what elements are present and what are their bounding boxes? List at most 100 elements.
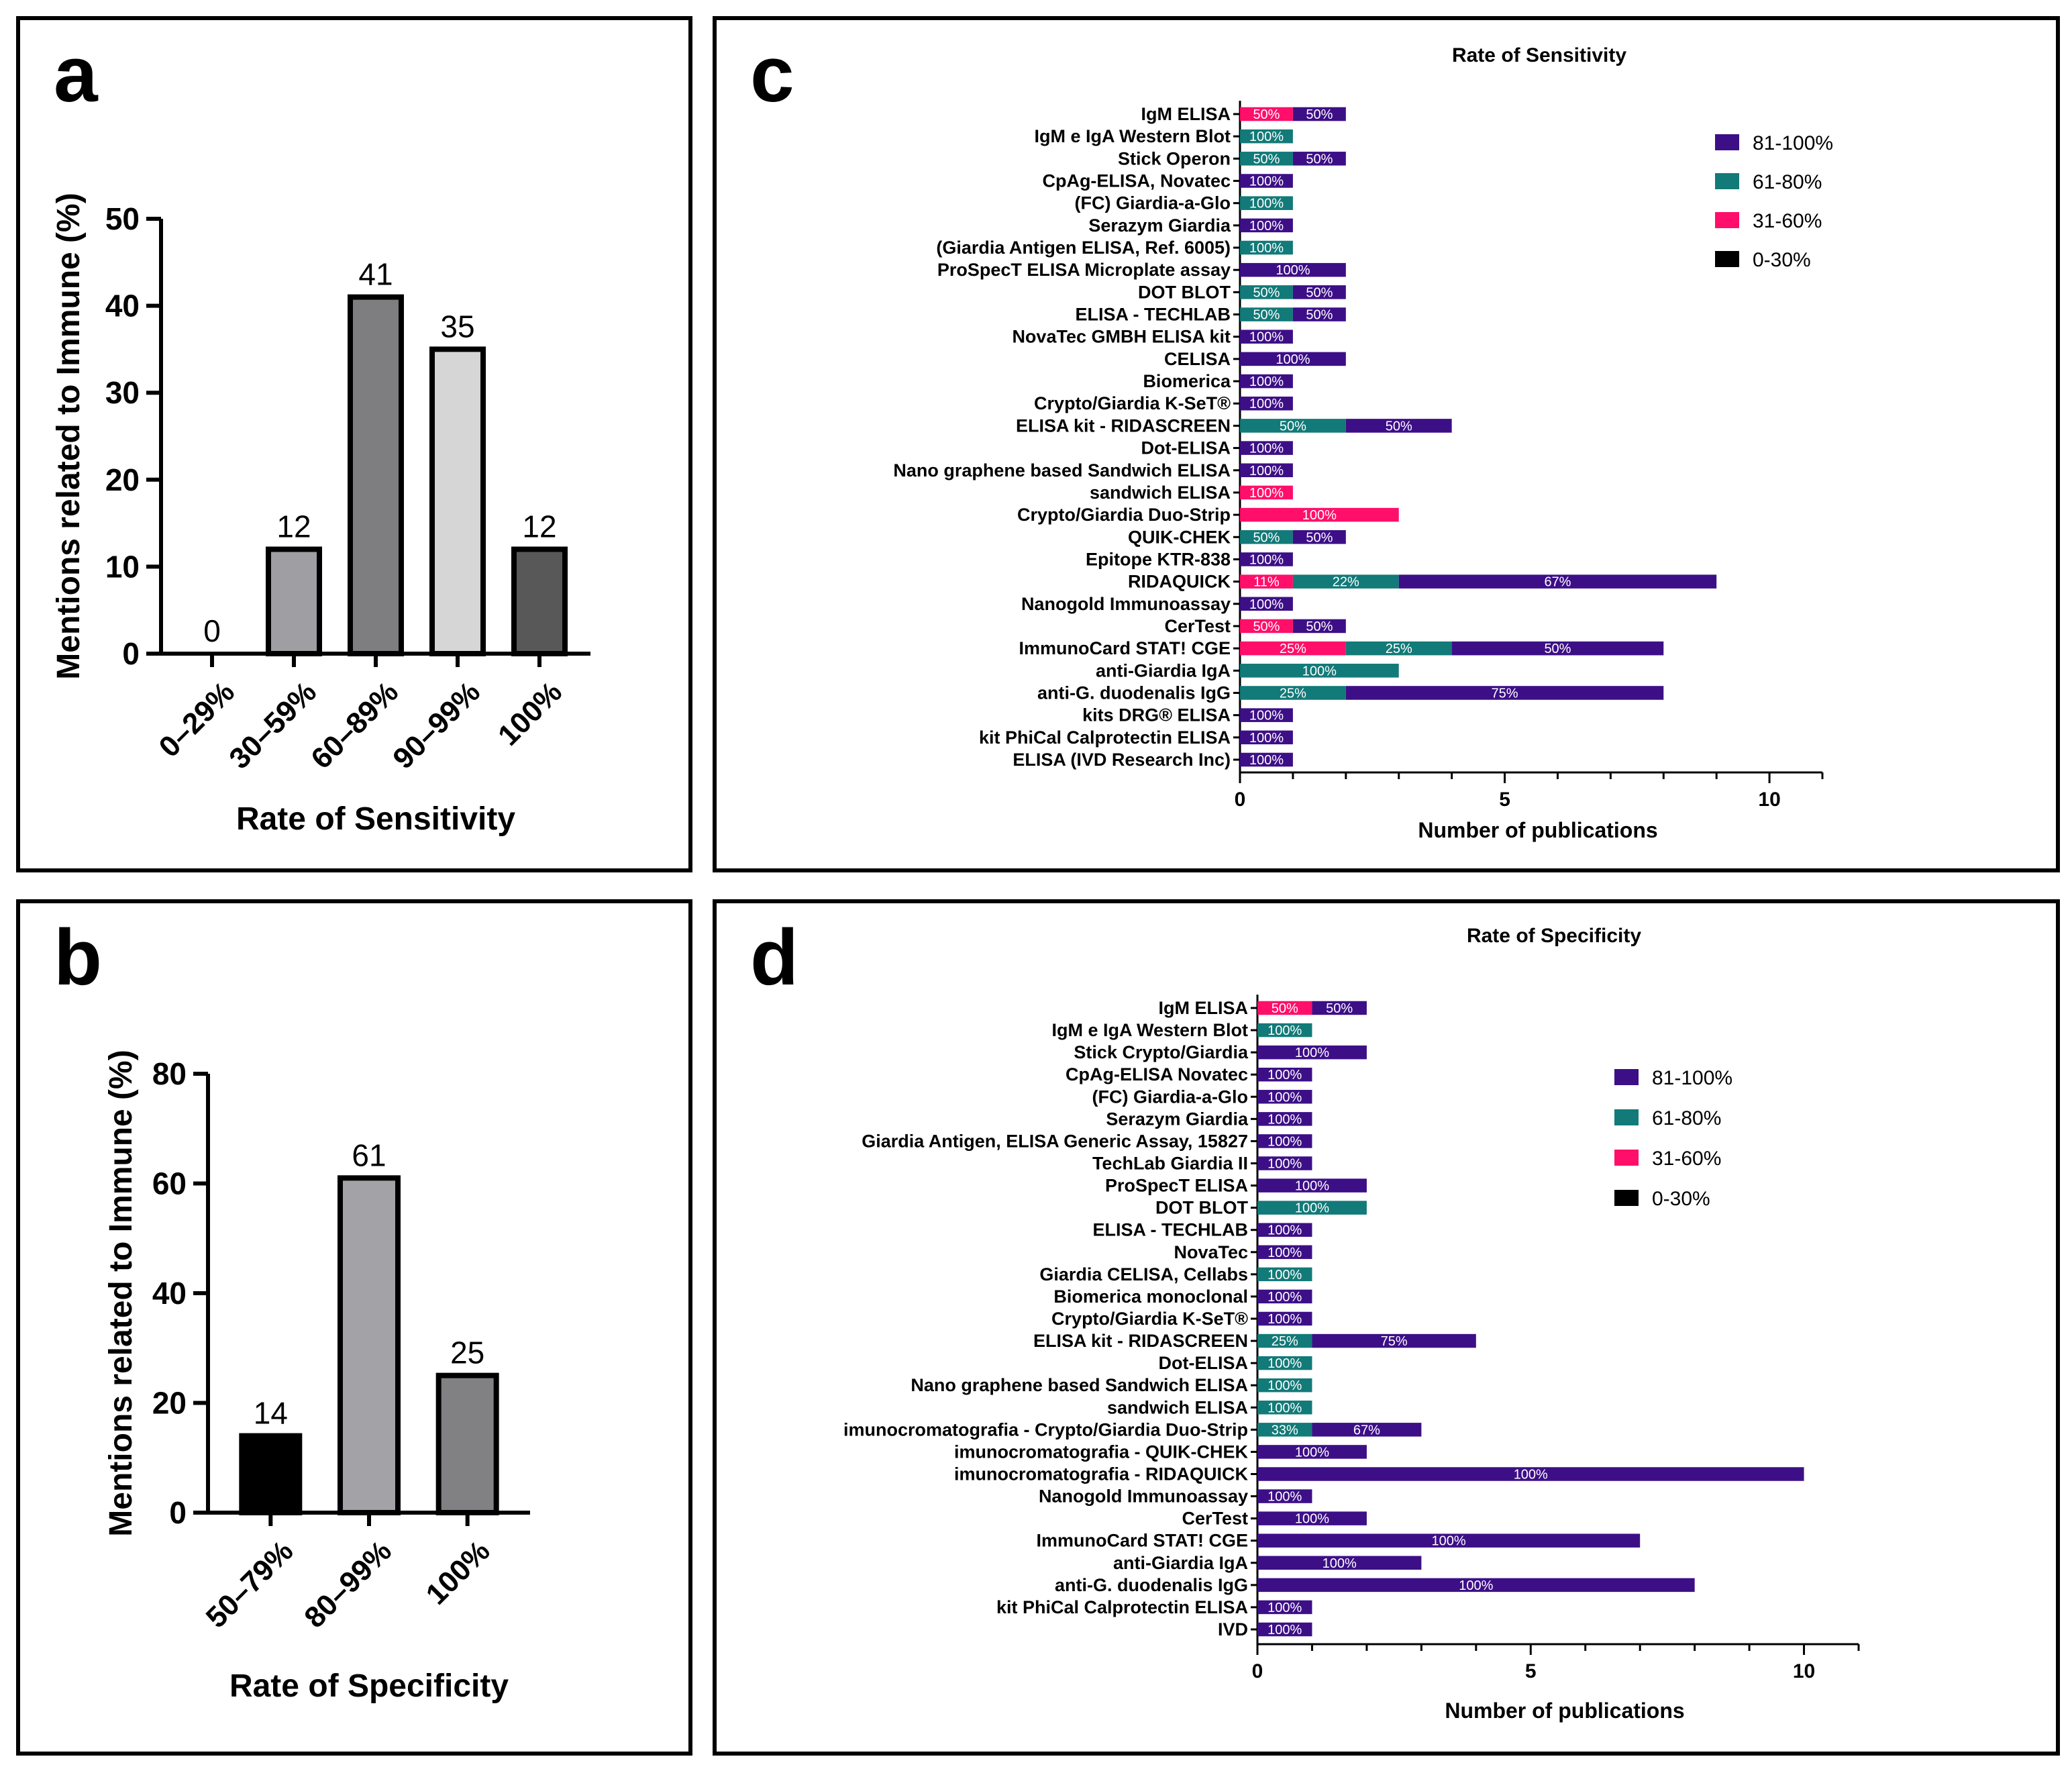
- row-label: (FC) Giardia-a-Glo: [1092, 1086, 1248, 1107]
- x-tick-label: 60–89%: [305, 675, 405, 775]
- row-label: NovaTec GMBH ELISA kit: [1012, 327, 1231, 347]
- bar-segment: [1240, 396, 1293, 411]
- segment-label: 75%: [1492, 686, 1518, 701]
- bar-segment: [1240, 529, 1293, 544]
- bar: [511, 546, 568, 656]
- x-tick-label: 5: [1499, 789, 1510, 811]
- row-label: imunocromatografia - RIDAQUICK: [954, 1464, 1249, 1484]
- segment-label: 100%: [1249, 241, 1284, 256]
- bar-segment: [1257, 1600, 1312, 1615]
- x-tick-label: 100%: [492, 675, 568, 752]
- bar-segment: [1451, 641, 1664, 656]
- segment-label: 25%: [1386, 642, 1412, 656]
- bar-segment: [1292, 529, 1346, 544]
- row-label: sandwich ELISA: [1090, 483, 1231, 503]
- segment-label: 100%: [1295, 1046, 1329, 1060]
- panel-d: d Rate of Specificity IgM ELISA 50% 50% IgM …: [713, 899, 2060, 1756]
- segment-label: 100%: [1267, 1601, 1302, 1615]
- segment-label: 100%: [1249, 552, 1284, 567]
- y-tick-label: 20: [152, 1386, 187, 1421]
- segment-label: 22%: [1333, 575, 1359, 590]
- row-label: Giardia CELISA, Cellabs: [1039, 1264, 1248, 1284]
- row-label: anti-Giardia IgA: [1096, 660, 1231, 680]
- chart-title: Rate of Sensitivity: [1452, 44, 1626, 66]
- segment-label: 50%: [1544, 642, 1571, 656]
- segment-label: 100%: [1249, 219, 1284, 234]
- y-tick-label: 0: [169, 1495, 187, 1530]
- bar-value-label: 0: [203, 613, 221, 648]
- bar-segment: [1292, 574, 1399, 589]
- segment-label: 100%: [1249, 330, 1284, 345]
- panel-letter-b: b: [54, 913, 103, 1002]
- row-label: IgM e IgA Western Blot: [1034, 126, 1231, 146]
- segment-label: 100%: [1267, 1356, 1302, 1371]
- segment-label: 100%: [1267, 1157, 1302, 1172]
- segment-label: 75%: [1381, 1334, 1408, 1349]
- x-tick-label: 30–59%: [223, 675, 323, 775]
- row-label: ImmunoCard STAT! CGE: [1019, 638, 1231, 658]
- bar-value-label: 25: [450, 1335, 484, 1370]
- segment-label: 100%: [1249, 597, 1284, 612]
- segment-label: 100%: [1267, 1378, 1302, 1393]
- sensitivity-by-test-stacked-bar-chart: Rate of Sensitivity IgM ELISA 50% 50% IgM e …: [893, 44, 1833, 842]
- bar-segment: [1257, 1622, 1312, 1637]
- bar: [338, 1175, 401, 1515]
- segment-label: 67%: [1544, 575, 1571, 590]
- segment-label: 100%: [1249, 130, 1284, 144]
- x-tick-label: 10: [1758, 789, 1780, 811]
- x-tick-label: 10: [1793, 1660, 1815, 1682]
- segment-label: 50%: [1253, 107, 1280, 122]
- y-tick-label: 40: [152, 1276, 187, 1311]
- row-label: DOT BLOT: [1138, 282, 1231, 302]
- row-label: Nanogold Immunoassay: [1021, 594, 1231, 614]
- row-label: anti-G. duodenalis IgG: [1055, 1575, 1248, 1595]
- row-label: ImmunoCard STAT! CGE: [1037, 1531, 1249, 1551]
- segment-label: 50%: [1253, 308, 1280, 323]
- bar-value-label: 12: [276, 509, 311, 544]
- segment-label: 25%: [1280, 642, 1306, 656]
- legend-swatch: [1715, 251, 1739, 267]
- segment-label: 50%: [1306, 530, 1333, 545]
- bar-segment: [1312, 1333, 1476, 1348]
- x-tick-label: 0: [1252, 1660, 1263, 1682]
- panel-c: c Rate of Sensitivity IgM ELISA 50% 50% IgM …: [713, 16, 2060, 872]
- segment-label: 50%: [1306, 107, 1333, 122]
- bar-segment: [1257, 1134, 1312, 1148]
- segment-label: 50%: [1280, 419, 1306, 434]
- bar-segment: [1257, 1333, 1312, 1348]
- bar-segment: [1257, 1423, 1312, 1437]
- bar-segment: [1240, 507, 1399, 522]
- bar-segment: [1240, 664, 1399, 678]
- segment-label: 50%: [1253, 530, 1280, 545]
- x-tick-label: 0: [1235, 789, 1246, 811]
- segment-label: 100%: [1302, 664, 1337, 678]
- bar-value-label: 14: [254, 1396, 288, 1431]
- row-label: CpAg-ELISA Novatec: [1066, 1064, 1248, 1084]
- segment-label: 25%: [1272, 1334, 1298, 1349]
- bar-segment: [1240, 730, 1293, 745]
- bar-value-label: 61: [352, 1138, 386, 1172]
- segment-label: 100%: [1302, 508, 1337, 523]
- segment-label: 50%: [1306, 152, 1333, 166]
- segment-label: 100%: [1267, 1023, 1302, 1038]
- segment-label: 100%: [1276, 263, 1310, 278]
- bar-segment: [1240, 307, 1293, 321]
- bar-segment: [1292, 152, 1346, 166]
- y-tick-label: 60: [152, 1166, 187, 1201]
- bar-segment: [1240, 419, 1346, 433]
- bar-segment: [1257, 1556, 1422, 1570]
- row-label: IVD: [1218, 1619, 1248, 1639]
- row-label: ELISA - TECHLAB: [1076, 305, 1231, 325]
- segment-label: 50%: [1326, 1001, 1353, 1016]
- segment-label: 100%: [1249, 709, 1284, 723]
- segment-label: 100%: [1267, 1312, 1302, 1327]
- bar-segment: [1345, 641, 1452, 656]
- bar-value-label: 12: [522, 509, 556, 544]
- bar-segment: [1257, 1356, 1312, 1370]
- y-tick-label: 10: [105, 549, 140, 584]
- segment-label: 100%: [1249, 442, 1284, 456]
- segment-label: 100%: [1267, 1068, 1302, 1082]
- legend-label: 31-60%: [1753, 210, 1822, 232]
- row-label: CerTest: [1182, 1509, 1248, 1529]
- row-label: Biomerica monoclonal: [1053, 1286, 1248, 1307]
